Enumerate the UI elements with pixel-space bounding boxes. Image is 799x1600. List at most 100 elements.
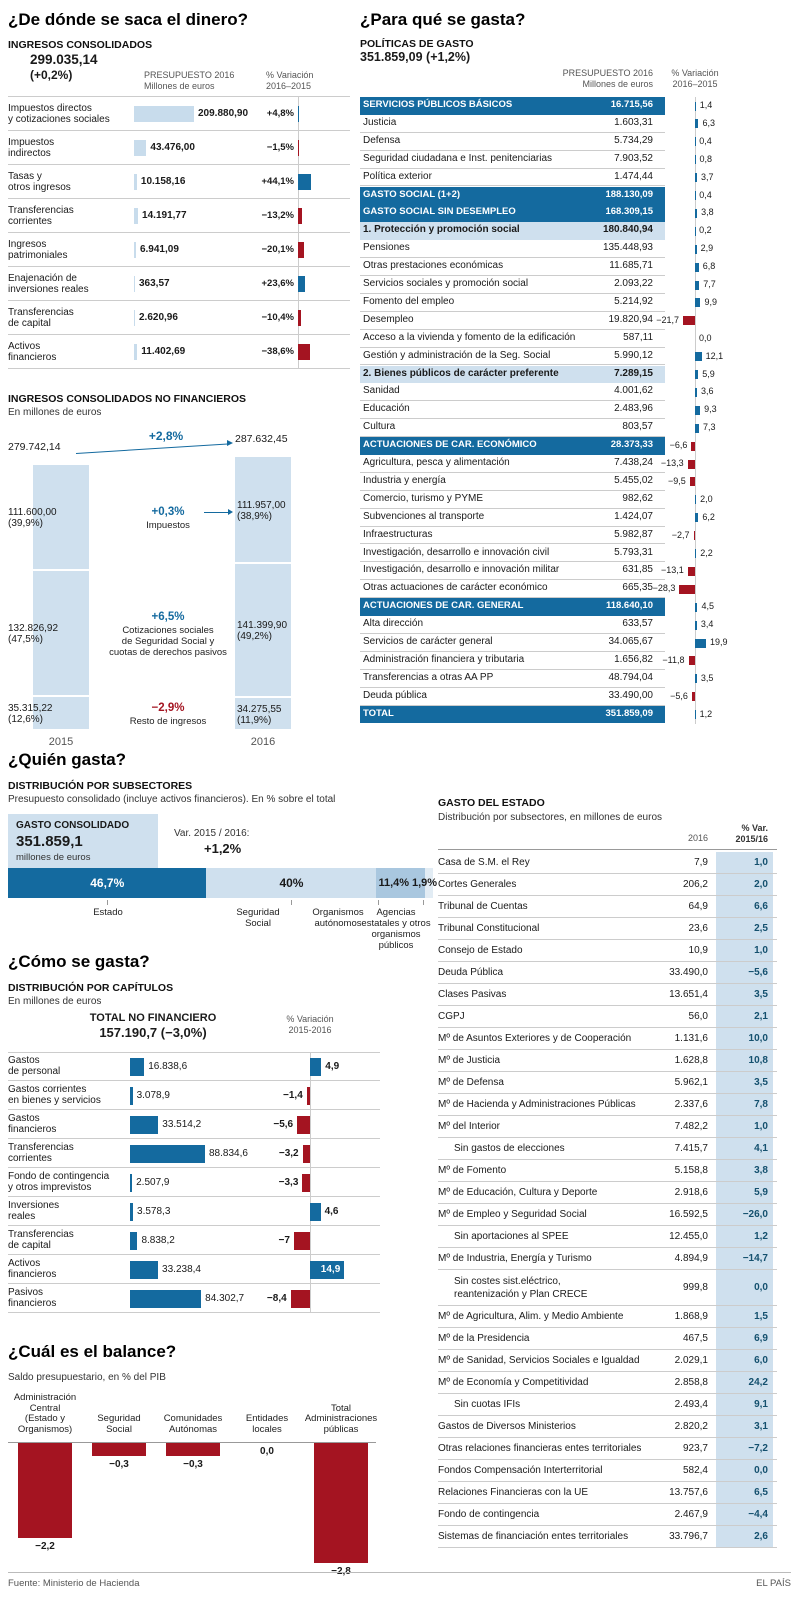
segment-name-label: Seguridad Social <box>236 907 280 929</box>
variation-bar <box>293 1231 310 1250</box>
row-value: 4.001,62 <box>614 385 653 397</box>
variation-bar <box>302 1144 310 1163</box>
row-label: Relaciones Financieras con la UE <box>438 1487 589 1498</box>
row-value: 999,8 <box>682 1282 708 1293</box>
section-note: En millones de euros <box>8 996 102 1007</box>
table-row: Mº de la Presidencia 467,5 6,9 <box>438 1328 777 1350</box>
total-variation: (+0,2%) <box>30 68 73 82</box>
row-label: GASTO SOCIAL SIN DESEMPLEO <box>363 206 516 218</box>
row-value: 1.474,44 <box>614 170 653 182</box>
total-2016-label: 287.632,45 <box>235 433 288 445</box>
variation-cell: 3,1 <box>716 1416 773 1437</box>
variation-bar <box>298 276 306 292</box>
variation-cell: −4,4 <box>716 1504 773 1525</box>
variation-label: Var. 2015 / 2016: <box>174 828 250 839</box>
value-label: 2.620,96 <box>139 312 178 323</box>
row-value: 7.482,2 <box>674 1121 708 1132</box>
row-label: Sistemas de financiación entes territori… <box>438 1531 629 1542</box>
variation-cell: 1,2 <box>716 1226 773 1247</box>
row-label: Tribunal Constitucional <box>438 923 540 934</box>
row-value: 13.651,4 <box>669 989 708 1000</box>
row-label: Inversiones reales <box>8 1200 60 1222</box>
year-label: 2015 <box>48 736 74 748</box>
row-main: Deuda pública 33.490,00 <box>360 688 665 706</box>
table-row: 1. Protección y promoción social 180.840,… <box>360 222 790 241</box>
row-value: 633,57 <box>622 618 653 630</box>
table-row: Sin aportaciones al SPEE 12.455,0 1,2 <box>438 1226 777 1248</box>
row-label: Impuestos indirectos <box>8 137 55 159</box>
variation-bar <box>695 387 697 397</box>
table-row: Deuda pública 33.490,00 −5,6 <box>360 688 790 706</box>
table-row: Seguridad ciudadana e Inst. penitenciari… <box>360 151 790 169</box>
row-value: 5.158,8 <box>674 1165 708 1176</box>
variation-label: 0,4 <box>699 189 712 200</box>
row-main: 2. Bienes públicos de carácter preferent… <box>360 365 665 384</box>
row-main: GASTO SOCIAL (1+2) 188.130,09 <box>360 186 665 205</box>
variation-cell: −26,0 <box>716 1204 773 1225</box>
table-row: Tribunal de Cuentas 64,9 6,6 <box>438 896 777 918</box>
row-label: Pasivos financieros <box>8 1287 57 1309</box>
value-bar <box>166 1443 220 1456</box>
variation-bar <box>695 513 699 523</box>
value-label: −2,8 <box>331 1566 351 1578</box>
row-main: SERVICIOS PÚBLICOS BÁSICOS 16.715,56 <box>360 97 665 115</box>
value-label: 3.078,9 <box>136 1090 170 1101</box>
total-value: 351.859,1 <box>16 833 83 850</box>
segment-name-label: Agencias estatales y otros organismos pú… <box>361 907 431 951</box>
variation-label: 7,3 <box>703 422 716 433</box>
row-value: 582,4 <box>682 1465 708 1476</box>
variation-cell: 7,8 <box>716 1094 773 1115</box>
row-main: Agricultura, pesca y alimentación 7.438,2… <box>360 455 665 473</box>
variation-label: 6,3 <box>702 117 715 128</box>
row-value: 1.868,9 <box>674 1311 708 1322</box>
section-como: ¿Cómo se gasta? DISTRIBUCIÓN POR CAPÍTUL… <box>8 952 380 1322</box>
value-bar <box>130 1086 133 1105</box>
table-row: Mº de Empleo y Seguridad Social 16.592,5−… <box>438 1204 777 1226</box>
row-label: Otras actuaciones de carácter económico <box>363 582 548 594</box>
variation-label: +4,8% <box>266 108 294 119</box>
table-row: Fondo de contingencia y otros imprevisto… <box>8 1168 380 1197</box>
row-label: Servicios de carácter general <box>363 636 493 647</box>
row-label: Transferencias corrientes <box>8 205 74 227</box>
column-header-line: % Variación <box>671 68 719 78</box>
row-value: 2.337,6 <box>674 1099 708 1110</box>
row-main: Infraestructuras 5.982,87 <box>360 527 665 545</box>
bar-segment <box>235 457 291 562</box>
row-label: Transferencias a otras AA PP <box>363 671 494 683</box>
table-row: Inversiones reales 3.578,3 4,6 <box>8 1197 380 1226</box>
table-row: Otras prestaciones económicas 11.685,71 6,… <box>360 258 790 276</box>
trend-arrowhead <box>227 440 233 446</box>
section-note: Presupuesto consolidado (incluye activos… <box>8 794 336 805</box>
value-bar <box>134 208 139 224</box>
value-bar <box>18 1443 72 1538</box>
section-title: ¿Quién gasta? <box>8 750 127 769</box>
variation-label: 3,4 <box>700 619 714 630</box>
variation-label: 7,7 <box>703 279 716 289</box>
row-main: Transferencias a otras AA PP 48.794,04 <box>360 670 665 688</box>
row-label: Mº de Asuntos Exteriores y de Cooperació… <box>438 1033 632 1044</box>
row-value: 351.859,09 <box>605 707 653 719</box>
row-value: 34.065,67 <box>608 636 654 647</box>
row-value: 16.592,5 <box>669 1209 708 1220</box>
table-row: Fondos Compensación Interterritorial 582,… <box>438 1460 777 1482</box>
row-label: Sin costes sist.eléctrico, reantenizació… <box>454 1276 588 1300</box>
variation-bar <box>298 344 310 360</box>
variation-bar <box>695 244 697 254</box>
row-label: 2. Bienes públicos de carácter preferent… <box>363 367 559 379</box>
header-rule <box>438 849 777 850</box>
row-value: 5.214,92 <box>614 295 653 307</box>
variation-label: −3,3 <box>278 1177 299 1188</box>
row-value: 2.918,6 <box>674 1187 708 1198</box>
row-value: 1.656,82 <box>614 653 653 665</box>
variation-label: +44,1% <box>261 176 295 187</box>
section-quien: ¿Quién gasta? DISTRIBUCIÓN POR SUBSECTOR… <box>8 750 438 951</box>
row-value: 7.289,15 <box>614 367 653 379</box>
section-title: ¿Para qué se gasta? <box>360 10 526 29</box>
value-label: 84.302,7 <box>205 1293 245 1304</box>
value-bar <box>134 140 147 156</box>
row-label: Sanidad <box>363 385 400 397</box>
bar-segment <box>235 698 291 729</box>
variation-bar <box>695 405 701 415</box>
table-row: Relaciones Financieras con la UE 13.757,6… <box>438 1482 777 1504</box>
value-label: 88.834,6 <box>209 1148 248 1159</box>
